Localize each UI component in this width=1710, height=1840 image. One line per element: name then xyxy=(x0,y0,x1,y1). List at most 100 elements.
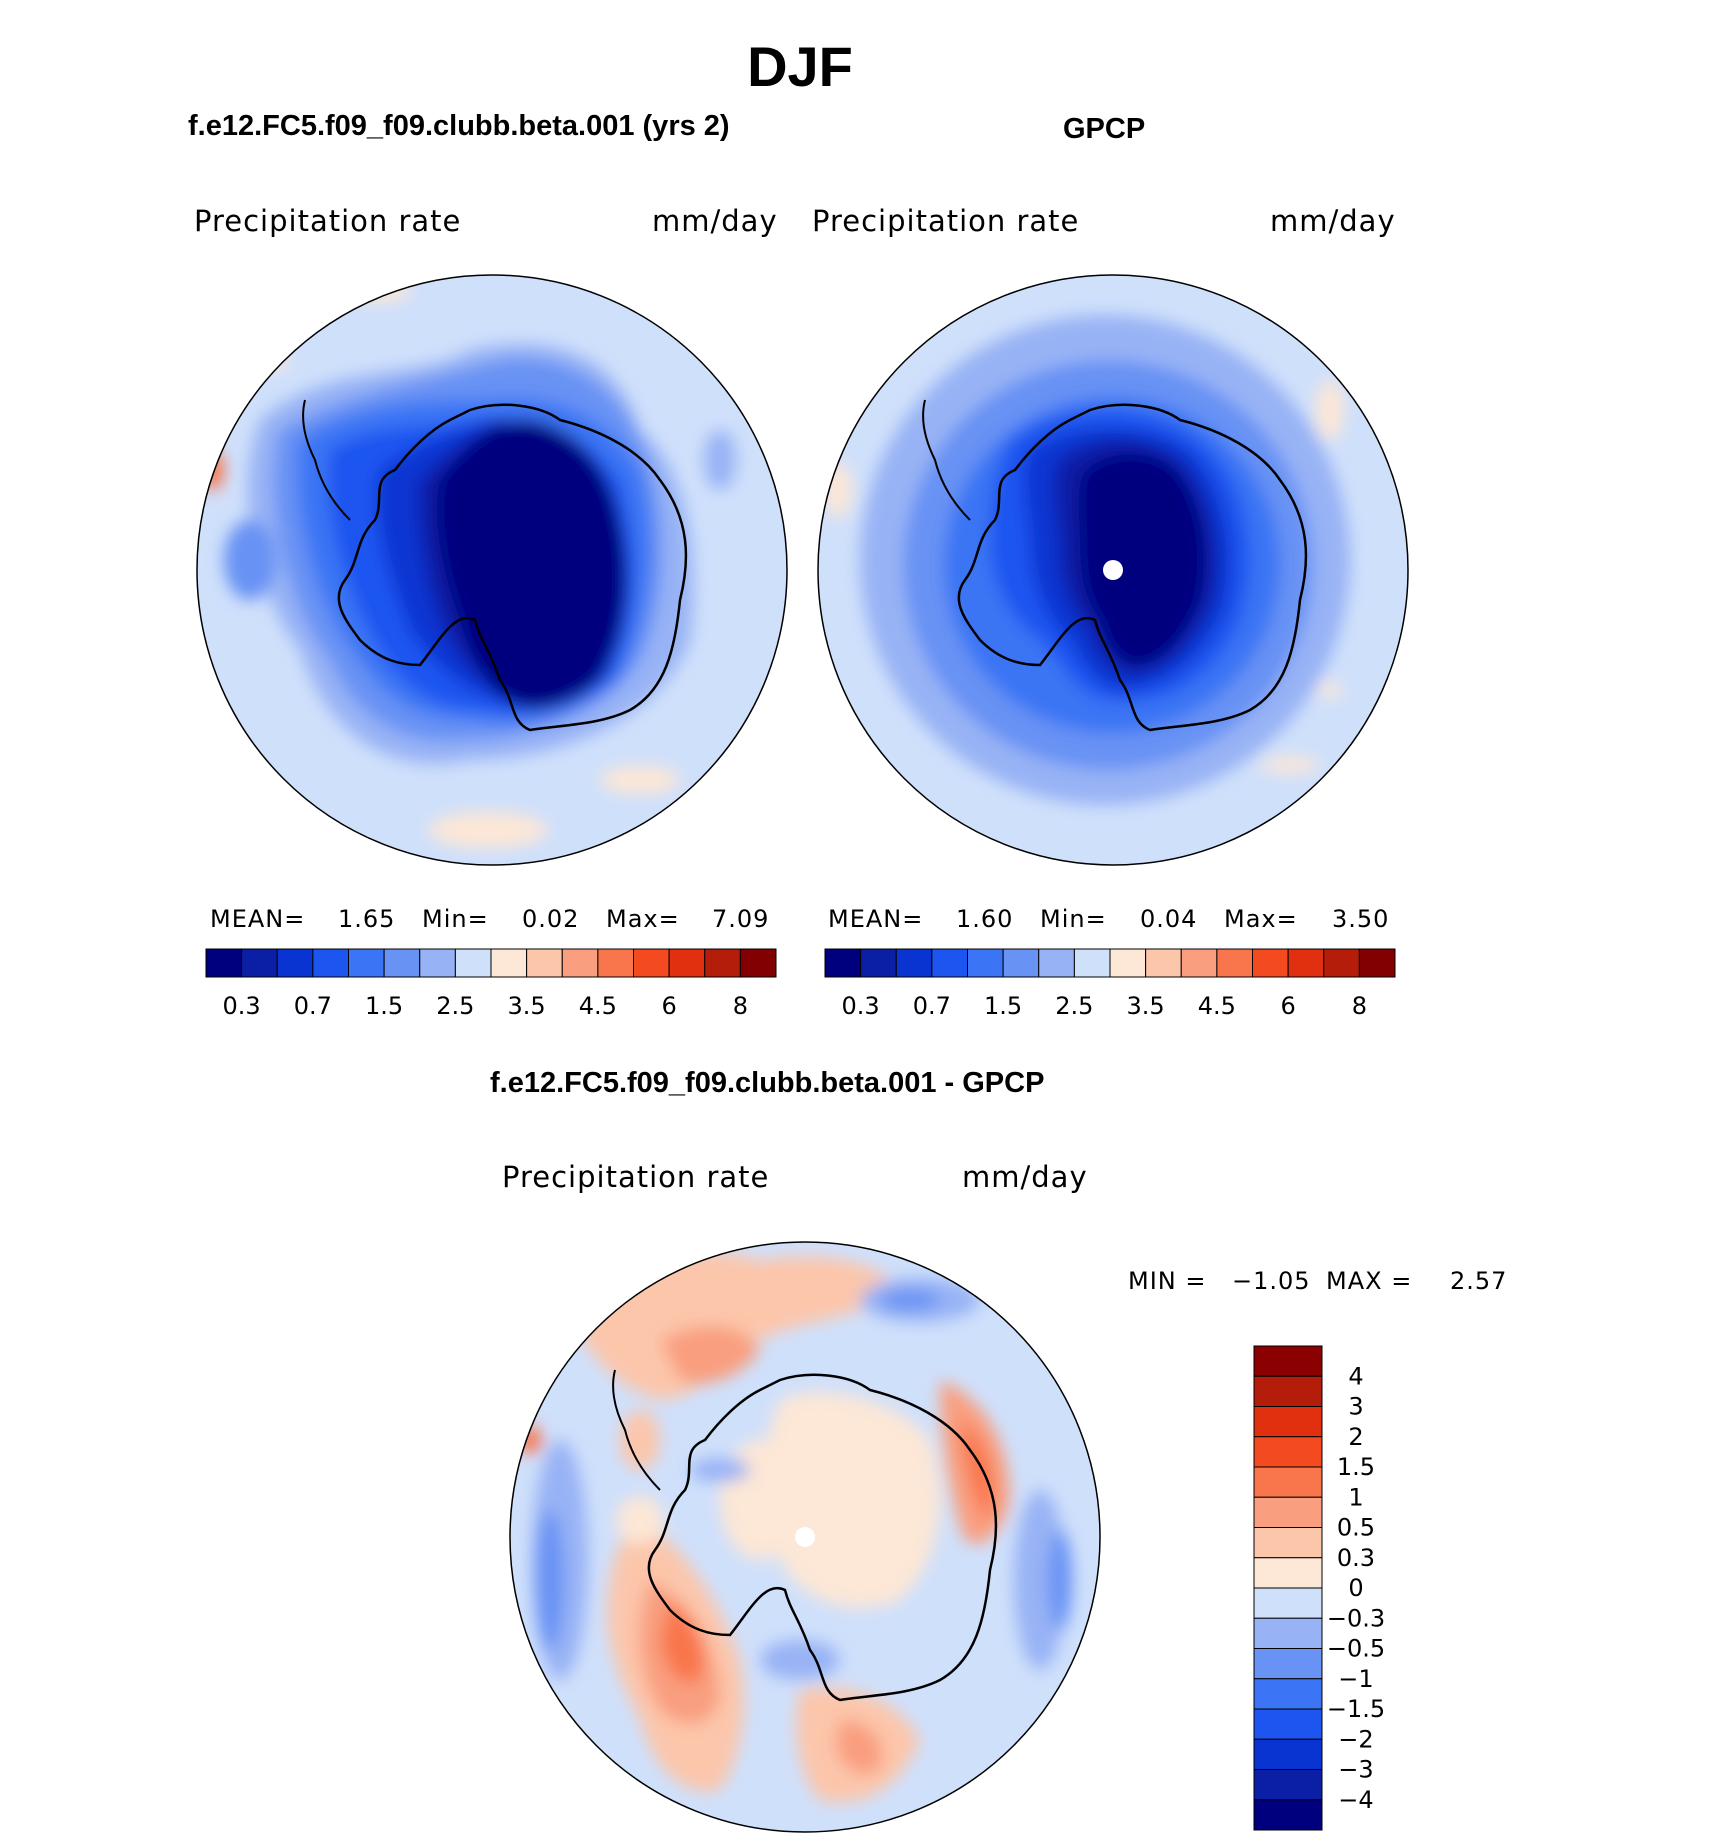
obs-mean-label: MEAN= xyxy=(828,905,924,933)
obs-colorbar-swatch xyxy=(1287,948,1325,978)
diff-colorbar-swatch xyxy=(1253,1436,1323,1468)
diff-variable-label: Precipitation rate xyxy=(502,1160,770,1194)
model-min-label: Min= xyxy=(422,905,489,933)
model-polar-map xyxy=(196,274,788,866)
model-colorbar-swatch xyxy=(205,948,243,978)
obs-colorbar-swatch xyxy=(1180,948,1218,978)
diff-max-value: 2.57 xyxy=(1450,1267,1508,1295)
diff-colorbar-tick-label: 0.5 xyxy=(1337,1514,1375,1542)
model-colorbar-swatch xyxy=(597,948,634,978)
model-colorbar-tick-label: 0.7 xyxy=(294,992,332,1020)
obs-colorbar-swatch xyxy=(860,948,897,978)
diff-colorbar-tick-label: 1.5 xyxy=(1337,1453,1375,1481)
diff-colorbar-swatch xyxy=(1253,1466,1323,1498)
diff-colorbar-swatch xyxy=(1253,1496,1323,1528)
diff-colorbar-swatch xyxy=(1253,1375,1323,1407)
model-colorbar-swatch xyxy=(312,948,349,978)
diff-colorbar-tick-label: 4 xyxy=(1348,1362,1363,1390)
model-colorbar-swatch xyxy=(739,948,777,978)
obs-colorbar-swatch xyxy=(1002,948,1040,978)
diff-polar-map xyxy=(509,1241,1101,1833)
diff-colorbar-swatch xyxy=(1253,1769,1323,1801)
obs-colorbar-tick-label: 2.5 xyxy=(1055,992,1093,1020)
obs-colorbar-tick-label: 6 xyxy=(1280,992,1295,1020)
model-colorbar-swatch xyxy=(454,948,492,978)
model-units-label: mm/day xyxy=(652,204,778,238)
diff-colorbar-tick-label: 3 xyxy=(1348,1393,1363,1421)
obs-colorbar-swatch xyxy=(1323,948,1360,978)
diff-colorbar-tick-label: 0.3 xyxy=(1337,1544,1375,1572)
model-colorbar-swatch xyxy=(241,948,278,978)
obs-colorbar-swatch xyxy=(895,948,933,978)
figure-title: DJF xyxy=(747,35,853,98)
obs-min-label: Min= xyxy=(1040,905,1107,933)
diff-colorbar-swatch xyxy=(1253,1527,1323,1559)
diff-colorbar-tick-label: −2 xyxy=(1338,1725,1373,1753)
diff-colorbar-tick-label: 1 xyxy=(1348,1483,1363,1511)
obs-colorbar-tick-label: 0.3 xyxy=(842,992,880,1020)
model-colorbar-tick-label: 6 xyxy=(661,992,676,1020)
model-colorbar-tick-label: 0.3 xyxy=(223,992,261,1020)
diff-antarctica-coastline xyxy=(647,1373,998,1702)
obs-colorbar-swatch xyxy=(1252,948,1289,978)
diff-colorbar-swatch xyxy=(1253,1799,1323,1831)
diff-colorbar-swatch xyxy=(1253,1557,1323,1589)
model-colorbar-tick-label: 4.5 xyxy=(579,992,617,1020)
model-mean-value: 1.65 xyxy=(338,905,396,933)
model-colorbar-swatch xyxy=(526,948,563,978)
obs-antarctica-coastline xyxy=(957,403,1308,732)
obs-colorbar-swatch xyxy=(1109,948,1147,978)
diff-units-label: mm/day xyxy=(962,1160,1088,1194)
obs-colorbar-tick-label: 0.7 xyxy=(913,992,951,1020)
diff-colorbar-swatch xyxy=(1253,1738,1323,1770)
diff-panel-title: f.e12.FC5.f09_f09.clubb.beta.001 - GPCP xyxy=(490,1067,1045,1099)
obs-max-label: Max= xyxy=(1224,905,1298,933)
diff-colorbar-tick-label: −4 xyxy=(1338,1786,1373,1814)
diff-min-value: −1.05 xyxy=(1232,1267,1311,1295)
obs-colorbar-swatch xyxy=(824,948,862,978)
obs-colorbar-swatch xyxy=(931,948,968,978)
model-colorbar-swatch xyxy=(633,948,670,978)
diff-colorbar-tick-label: −1.5 xyxy=(1327,1695,1385,1723)
model-min-value: 0.02 xyxy=(522,905,580,933)
diff-colorbar-tick-label: −1 xyxy=(1338,1665,1373,1693)
obs-colorbar-swatch xyxy=(1038,948,1075,978)
obs-colorbar-swatch xyxy=(1358,948,1396,978)
diff-colorbar-swatch xyxy=(1253,1587,1323,1619)
model-colorbar-swatch xyxy=(276,948,314,978)
model-antarctica-coastline xyxy=(337,403,688,732)
model-variable-label: Precipitation rate xyxy=(194,204,462,238)
model-colorbar-swatch xyxy=(668,948,706,978)
obs-colorbar-tick-label: 1.5 xyxy=(984,992,1022,1020)
diff-colorbar-tick-label: 2 xyxy=(1348,1423,1363,1451)
model-colorbar-tick-label: 1.5 xyxy=(365,992,403,1020)
obs-min-value: 0.04 xyxy=(1140,905,1198,933)
obs-mean-value: 1.60 xyxy=(956,905,1014,933)
diff-colorbar-tick-label: 0 xyxy=(1348,1574,1363,1602)
obs-colorbar: 0.3 0.7 1.5 2.5 3.5 4.5 6 8 xyxy=(824,948,1396,1020)
obs-colorbar-tick-label: 4.5 xyxy=(1198,992,1236,1020)
model-colorbar-swatch xyxy=(490,948,528,978)
model-colorbar-tick-label: 2.5 xyxy=(436,992,474,1020)
diff-colorbar-swatch xyxy=(1253,1648,1323,1680)
model-max-label: Max= xyxy=(606,905,680,933)
obs-panel-title: GPCP xyxy=(1063,113,1146,145)
model-colorbar: 0.3 0.7 1.5 2.5 3.5 4.5 6 8 xyxy=(205,948,777,1020)
obs-units-label: mm/day xyxy=(1270,204,1396,238)
diff-colorbar-swatch xyxy=(1253,1678,1323,1710)
model-colorbar-swatch xyxy=(561,948,599,978)
diff-colorbar-tick-label: −3 xyxy=(1338,1756,1373,1784)
model-mean-label: MEAN= xyxy=(210,905,306,933)
obs-colorbar-swatch xyxy=(1216,948,1253,978)
obs-variable-label: Precipitation rate xyxy=(812,204,1080,238)
model-colorbar-tick-label: 8 xyxy=(733,992,748,1020)
diff-colorbar-tick-label: −0.3 xyxy=(1327,1604,1385,1632)
model-colorbar-swatch xyxy=(704,948,741,978)
diff-colorbar-swatch xyxy=(1253,1708,1323,1740)
model-colorbar-tick-label: 3.5 xyxy=(508,992,546,1020)
model-colorbar-swatch xyxy=(383,948,421,978)
diff-max-label: MAX = xyxy=(1326,1267,1413,1295)
obs-max-value: 3.50 xyxy=(1332,905,1390,933)
obs-colorbar-tick-label: 3.5 xyxy=(1127,992,1165,1020)
